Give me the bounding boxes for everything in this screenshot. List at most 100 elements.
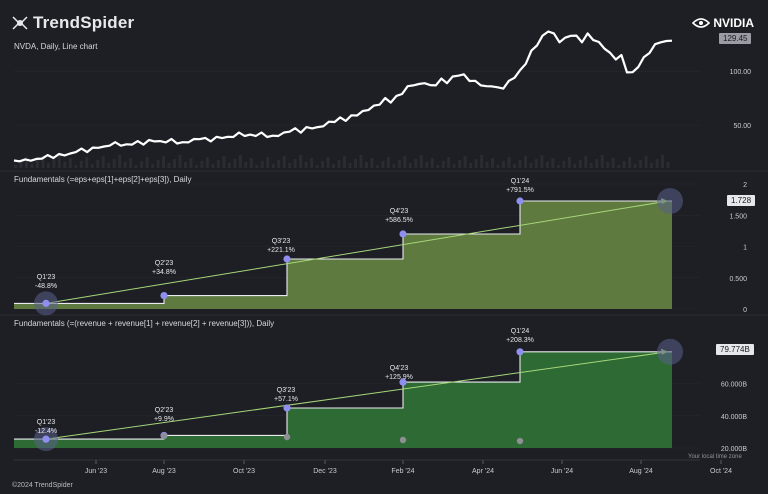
- volume-bar: [85, 157, 89, 168]
- x-tick-label: Jun '24: [551, 468, 573, 475]
- volume-bar: [315, 165, 319, 168]
- eps-tick-label: 1.500: [729, 213, 747, 220]
- revenue-baseline-dot: [516, 437, 524, 445]
- revenue-tick-label: 20.000B: [721, 446, 747, 453]
- revenue-quarter-label: Q3'23: [277, 387, 296, 394]
- x-tick-label: Aug '24: [629, 468, 653, 475]
- volume-bar: [518, 160, 522, 168]
- price-tick-label: 100.00: [730, 69, 752, 76]
- volume-bar: [266, 157, 270, 168]
- volume-bar: [282, 156, 286, 168]
- brand-text: NVIDIA: [713, 16, 754, 30]
- x-tick-label: Jun '23: [85, 468, 107, 475]
- logo-text: TrendSpider: [32, 13, 135, 32]
- revenue-quarter-label: Q2'23: [155, 407, 174, 414]
- volume-bar: [107, 163, 111, 168]
- volume-bar: [523, 156, 527, 168]
- revenue-step-fill: [403, 382, 520, 448]
- volume-bar: [260, 161, 264, 168]
- volume-bar: [408, 163, 412, 168]
- revenue-quarter-label: Q4'23: [390, 365, 409, 372]
- volume-bar: [436, 165, 440, 168]
- volume-bar: [310, 158, 314, 168]
- volume-bar: [425, 162, 429, 168]
- revenue-quarter-marker: [399, 378, 407, 386]
- revenue-step-fill: [520, 351, 672, 448]
- volume-bar: [617, 165, 621, 168]
- eps-end-halo: [657, 188, 683, 214]
- eps-value-badge: 1.728: [727, 195, 756, 206]
- volume-bar: [35, 160, 39, 168]
- volume-bar: [567, 157, 571, 168]
- volume-bar: [227, 163, 231, 168]
- volume-bar: [496, 165, 500, 168]
- revenue-tick-label: 60.000B: [721, 382, 747, 389]
- eps-quarter-label: Q1'24: [511, 178, 530, 185]
- volume-bar: [96, 160, 100, 168]
- eps-quarter-label: Q1'23: [37, 274, 56, 281]
- revenue-change-label: -12.4%: [35, 428, 57, 435]
- volume-bar: [397, 160, 401, 168]
- volume-bar: [359, 155, 363, 168]
- revenue-change-label: +57.1%: [274, 396, 298, 403]
- price-chart-title: NVDA, Daily, Line chart: [14, 42, 98, 51]
- eps-tick-label: 0.500: [729, 276, 747, 283]
- volume-bar: [134, 165, 138, 168]
- volume-bar: [611, 158, 615, 168]
- eps-change-label: +586.5%: [385, 217, 413, 224]
- eps-change-label: +221.1%: [267, 247, 295, 254]
- revenue-quarter-marker: [516, 348, 524, 356]
- eps-change-label: -48.8%: [35, 283, 57, 290]
- volume-bar: [293, 159, 297, 168]
- eps-step-fill: [14, 303, 164, 309]
- volume-bar: [249, 158, 253, 168]
- volume-bar: [156, 160, 160, 168]
- volume-bar: [502, 161, 506, 168]
- volume-bar: [178, 155, 182, 168]
- volume-bar: [288, 163, 292, 168]
- x-tick-label: Apr '24: [472, 468, 494, 475]
- volume-bar: [205, 157, 209, 168]
- volume-bar: [19, 161, 23, 168]
- volume-bar: [414, 159, 418, 168]
- eps-panel-title: Fundamentals (=eps+eps[1]+eps[2]+eps[3])…: [14, 175, 192, 184]
- volume-bar: [447, 157, 451, 168]
- revenue-quarter-marker: [42, 435, 50, 443]
- revenue-panel-title: Fundamentals (=(revenue + revenue[1] + r…: [14, 319, 275, 328]
- volume-bar: [463, 156, 467, 168]
- eps-quarter-marker: [283, 255, 291, 263]
- revenue-step-fill: [164, 435, 287, 448]
- volume-bar: [332, 164, 336, 168]
- volume-bar: [112, 159, 116, 168]
- revenue-tick-label: 40.000B: [721, 414, 747, 421]
- revenue-change-label: +9.9%: [154, 416, 174, 423]
- volume-bar: [661, 155, 665, 168]
- eps-tick-label: 1: [743, 245, 747, 252]
- eps-quarter-marker: [160, 291, 168, 300]
- volume-bar: [666, 162, 670, 168]
- volume-bar: [364, 162, 368, 168]
- volume-bar: [194, 165, 198, 168]
- volume-bar: [573, 164, 577, 168]
- volume-bar: [222, 156, 226, 168]
- volume-bar: [485, 162, 489, 168]
- volume-bar: [299, 155, 303, 168]
- volume-bar: [419, 155, 423, 168]
- eps-quarter-marker: [516, 197, 524, 205]
- price-badge: 129.45: [719, 33, 752, 44]
- revenue-quarter-label: Q1'23: [37, 419, 56, 426]
- volume-bar: [545, 162, 549, 168]
- volume-bar: [534, 159, 538, 168]
- volume-bar: [628, 157, 632, 168]
- price-series-line: [13, 30, 673, 163]
- copyright: ©2024 TrendSpider: [12, 482, 73, 489]
- volume-bar: [145, 157, 149, 168]
- volume-bar: [386, 157, 390, 168]
- volume-bar: [255, 165, 259, 168]
- volume-bar: [337, 160, 341, 168]
- revenue-value-badge: 79.774B: [716, 344, 754, 355]
- volume-bar: [189, 158, 193, 168]
- volume-bar: [140, 161, 144, 168]
- volume-bar: [491, 158, 495, 168]
